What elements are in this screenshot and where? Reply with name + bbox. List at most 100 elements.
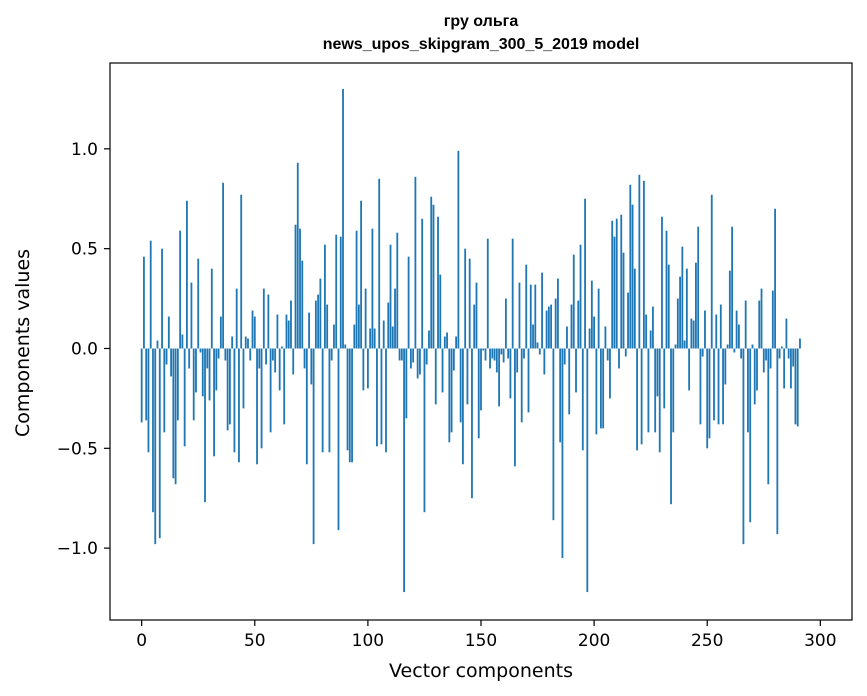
bar (181, 334, 184, 349)
bar (210, 268, 213, 349)
bar (208, 348, 211, 401)
bar (387, 302, 390, 349)
bar (364, 288, 367, 349)
bar (507, 348, 510, 359)
x-tick-label: 150 (465, 631, 497, 651)
bar (439, 274, 442, 349)
bar (437, 216, 439, 349)
bar (398, 348, 401, 361)
bar (317, 294, 320, 349)
bar (195, 348, 197, 393)
bar (520, 348, 523, 423)
bar (278, 348, 281, 391)
bar (595, 348, 598, 435)
bar (380, 348, 383, 445)
bar (391, 326, 394, 349)
bar (251, 310, 254, 349)
bar (373, 328, 376, 349)
bar (425, 348, 428, 365)
bar (213, 348, 215, 457)
x-tick-label: 0 (136, 631, 147, 651)
bar (611, 220, 614, 349)
bar (697, 226, 700, 349)
bar (149, 240, 152, 349)
bar (464, 248, 467, 349)
bar (342, 88, 344, 349)
bar (557, 278, 559, 349)
bar (333, 324, 335, 349)
bar (412, 348, 415, 363)
bar (385, 348, 387, 453)
bar (161, 248, 163, 349)
y-tick-label: −1.0 (57, 539, 98, 559)
bar (717, 348, 720, 425)
bar (147, 348, 150, 453)
bar (462, 348, 464, 465)
bar (534, 284, 537, 349)
bar (489, 348, 491, 369)
bar (186, 200, 188, 349)
bar (563, 348, 566, 365)
bar (389, 244, 392, 349)
bar (532, 324, 534, 349)
bar (568, 348, 571, 415)
bar (713, 348, 715, 421)
bar (504, 298, 507, 349)
bar (339, 236, 342, 349)
bar (538, 348, 541, 355)
bar (676, 298, 679, 349)
bar (287, 320, 290, 349)
bar (443, 336, 446, 349)
bar (756, 348, 758, 391)
bar (238, 348, 240, 463)
bar (253, 316, 256, 349)
bar (446, 332, 448, 349)
bar (599, 348, 602, 429)
bar (468, 258, 471, 349)
bar (511, 238, 514, 349)
bar (604, 326, 607, 349)
bar (638, 174, 641, 349)
bar (690, 318, 693, 349)
bar (319, 278, 322, 349)
bar (378, 178, 381, 349)
bar (305, 348, 308, 465)
bar (760, 288, 763, 349)
bar (396, 232, 399, 349)
chart-title-line-1: гру ольга (443, 13, 519, 30)
bar (629, 184, 632, 349)
bar (652, 306, 654, 349)
bar (554, 298, 557, 349)
bar (260, 348, 263, 449)
bar (450, 348, 453, 433)
bar (722, 348, 724, 425)
bar (274, 348, 277, 373)
bar (369, 328, 372, 349)
bar (633, 268, 636, 349)
bar (459, 348, 462, 423)
bar (620, 214, 623, 349)
bar (163, 348, 166, 433)
bar (792, 348, 795, 367)
bar (552, 348, 555, 521)
bar (249, 348, 252, 361)
bar (672, 348, 675, 433)
bar (362, 348, 365, 391)
bar (301, 260, 304, 349)
bar (414, 176, 417, 349)
bar (324, 244, 326, 349)
bar (235, 288, 238, 349)
bar (351, 348, 353, 463)
bar (360, 200, 363, 349)
bar (244, 336, 247, 349)
bar (355, 230, 358, 349)
bar (577, 300, 580, 349)
bar (303, 348, 306, 369)
bar (575, 348, 577, 393)
bar (228, 348, 231, 425)
bar (536, 342, 539, 349)
x-tick-label: 200 (578, 631, 610, 651)
bar (310, 348, 313, 385)
bar (156, 340, 159, 349)
bar (348, 348, 351, 463)
